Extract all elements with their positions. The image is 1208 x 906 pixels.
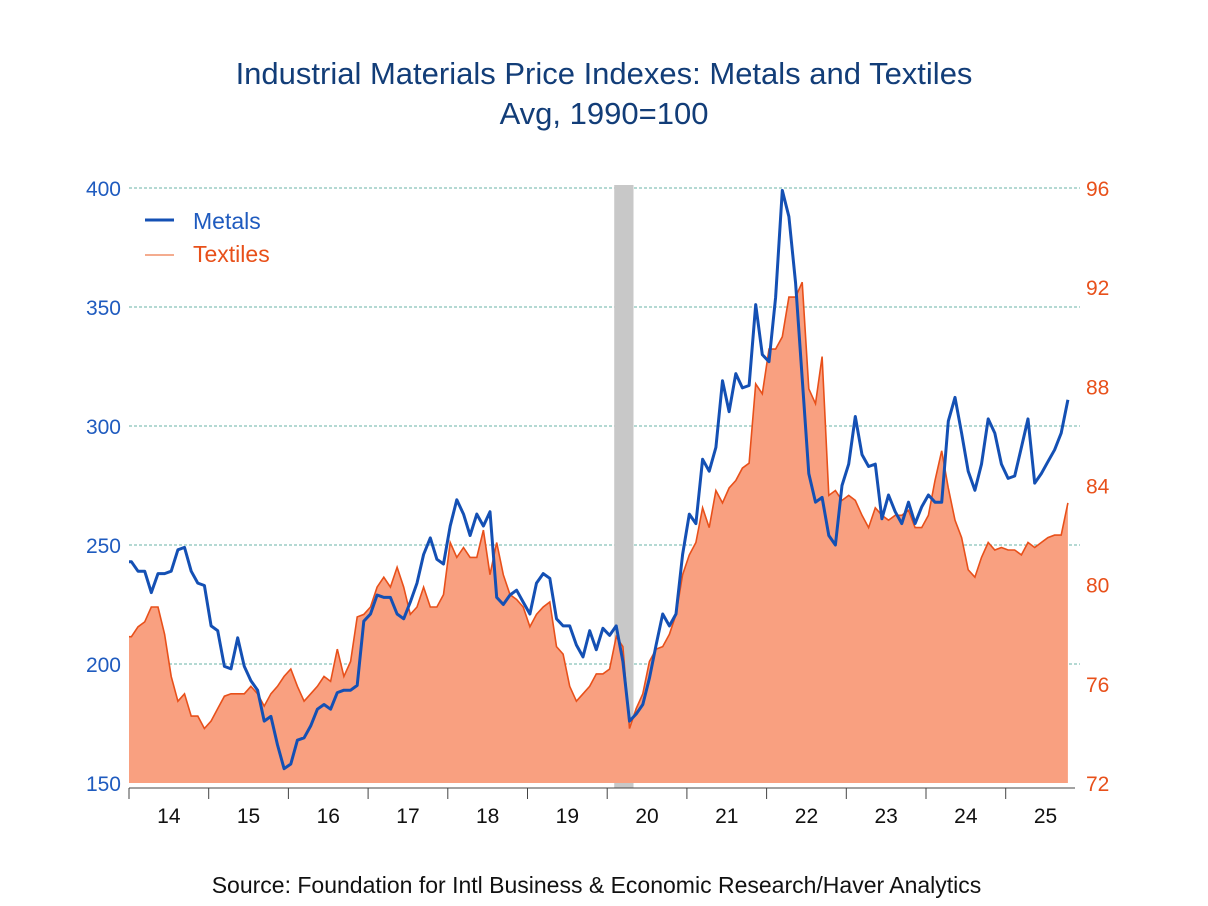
right-tick-label: 72 [1086,773,1109,796]
legend: Metals Textiles [145,208,270,267]
left-tick-label: 250 [86,535,121,558]
source-note: Source: Foundation for Intl Business & E… [211,872,982,898]
left-tick-label: 400 [86,178,121,201]
x-tick-label: 24 [954,805,978,828]
textiles-area-fill [129,282,1068,783]
x-tick-label: 21 [715,805,738,828]
chart-subtitle: Avg, 1990=100 [499,96,709,131]
left-tick-label: 200 [86,654,121,677]
textiles-area [129,282,1068,783]
x-tick-label: 16 [317,805,340,828]
right-tick-label: 96 [1086,178,1109,201]
chart-title: Industrial Materials Price Indexes: Meta… [235,56,973,91]
right-tick-label: 84 [1086,476,1110,499]
right-tick-label: 76 [1086,674,1109,697]
x-tick-label: 25 [1034,805,1057,828]
x-tick-label: 17 [396,805,419,828]
left-tick-label: 300 [86,416,121,439]
legend-metals-label: Metals [193,208,261,234]
right-tick-label: 92 [1086,277,1109,300]
axes: 150 200 250 300 350 400 72 76 80 84 88 92 96 14 15 16 17… [86,178,1110,828]
left-tick-label: 350 [86,297,121,320]
right-tick-label: 88 [1086,376,1109,399]
series-lines [129,188,1070,771]
x-tick-label: 15 [237,805,260,828]
x-tick-label: 19 [556,805,579,828]
x-tick-label: 18 [476,805,499,828]
x-tick-label: 20 [635,805,658,828]
legend-textiles-label: Textiles [193,241,270,267]
x-tick-label: 14 [157,805,181,828]
x-tick-label: 23 [874,805,897,828]
right-tick-label: 80 [1086,575,1109,598]
x-tick-label: 22 [795,805,818,828]
left-tick-label: 150 [86,773,121,796]
